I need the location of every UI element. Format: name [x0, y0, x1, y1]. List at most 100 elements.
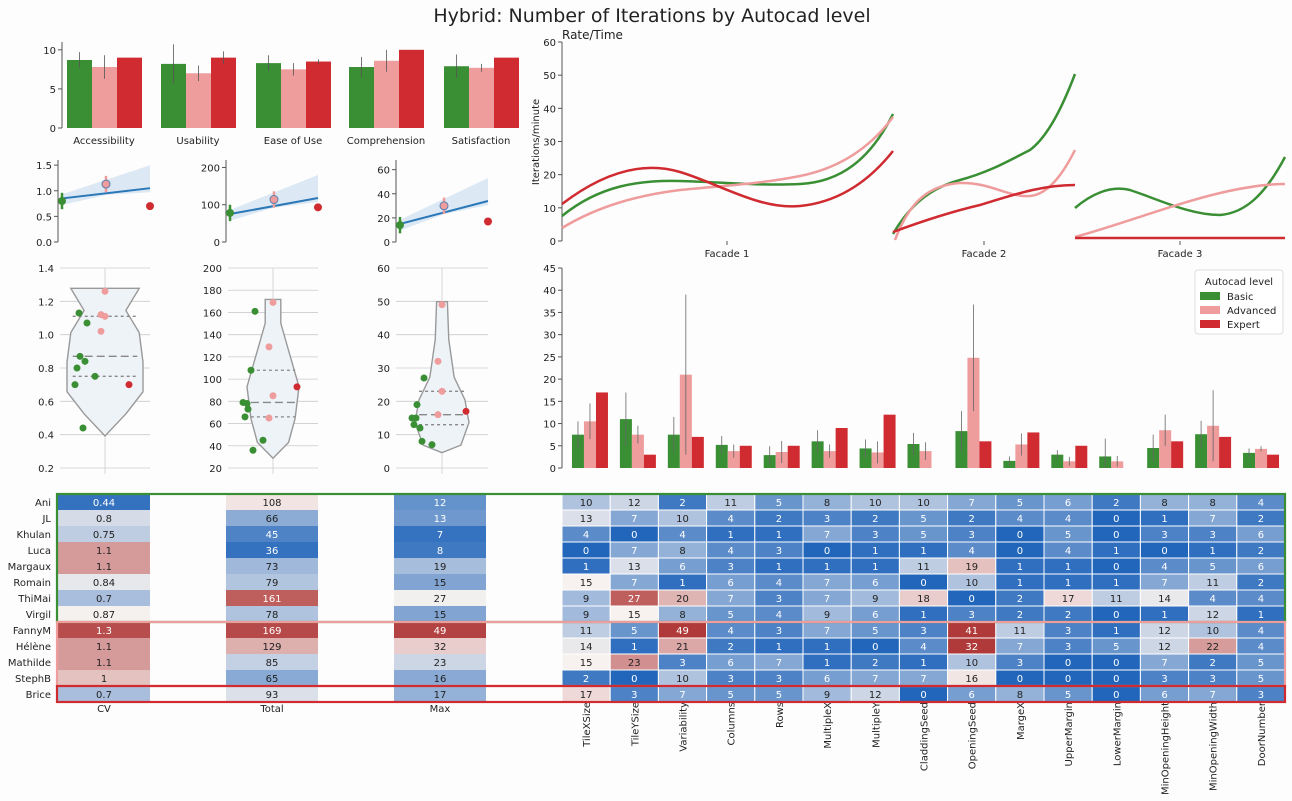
table-cell-value: 0	[1113, 514, 1119, 525]
table-cell-value: 5	[1017, 498, 1023, 509]
param-bar-expert	[1075, 445, 1088, 468]
table-cell-value: 73	[266, 562, 279, 573]
table-cell-value: 3	[1065, 642, 1071, 653]
table-cell-total	[226, 558, 318, 574]
table-cell-value: 2	[583, 674, 589, 685]
table-cell-value: 11	[1110, 594, 1123, 605]
table-cell-cv	[58, 558, 150, 574]
param-y-tick-label: 30	[543, 331, 556, 342]
table-cell-value: 4	[776, 610, 782, 621]
table-cell-value: 6	[1258, 530, 1264, 541]
violin-point-expert	[125, 381, 133, 389]
survey-y-tick-label: 0	[50, 124, 56, 135]
violin-y-tick-label: 10	[377, 431, 390, 442]
table-cell-value: 0	[824, 546, 830, 557]
table-cell-value: 13	[434, 514, 447, 525]
table-cell-value: 3	[728, 674, 734, 685]
table-cell-cv	[58, 526, 150, 542]
table-cell-value: 0.87	[93, 610, 115, 621]
table-cell-value: 6	[969, 690, 975, 701]
survey-category-label: Comprehension	[347, 136, 426, 147]
table-cell-value: 3	[920, 626, 926, 637]
table-cell-value: 11	[724, 498, 737, 509]
table-cell-value: 1	[101, 674, 107, 685]
table-cell-value: 0	[583, 546, 589, 557]
table-cell-value: 7	[1161, 658, 1167, 669]
table-cell-total	[226, 654, 318, 670]
param-y-tick-label: 45	[543, 264, 556, 275]
table-cell-value: 6	[872, 578, 878, 589]
table-row-label: Khulan	[17, 530, 51, 541]
table-column-label: CV	[97, 704, 111, 715]
param-bar-advanced	[727, 451, 740, 468]
violin-point-basic	[76, 352, 84, 360]
table-cell-value: 7	[824, 626, 830, 637]
table-cell-value: 5	[872, 626, 878, 637]
legend-swatch-advanced	[1200, 306, 1220, 314]
table-cell-value: 17	[1062, 594, 1075, 605]
table-cell-value: 0.7	[96, 690, 112, 701]
violin-y-tick-label: 0	[384, 464, 390, 475]
table-cell-value: 2	[1017, 610, 1023, 621]
table-cell-value: 23	[628, 658, 641, 669]
table-cell-value: 78	[266, 610, 279, 621]
table-cell-value: 1.3	[96, 626, 112, 637]
table-cell-value: 6	[824, 674, 830, 685]
table-cell-value: 5	[728, 690, 734, 701]
param-bar-advanced	[583, 421, 596, 468]
table-cell-value: 0	[1065, 658, 1071, 669]
table-cell-value: 13	[628, 562, 641, 573]
table-cell-value: 1	[631, 642, 637, 653]
violin-y-tick-label: 0.8	[38, 364, 54, 375]
table-row-label: Romain	[13, 578, 51, 589]
table-cell-value: 4	[728, 514, 734, 525]
param-bar-advanced	[1159, 430, 1172, 468]
legend-title: Autocad level	[1205, 277, 1273, 288]
table-cell-value: 16	[434, 674, 447, 685]
table-cell-total	[226, 670, 318, 686]
violin-point-basic	[259, 436, 267, 444]
regression-point-basic	[58, 197, 66, 205]
table-cell-max	[394, 654, 486, 670]
table-column-label: TileYSize	[630, 702, 641, 747]
regression-y-tick-label: 100	[201, 201, 220, 212]
heatmap-table: Ani JL Khulan Luca Margaux Romain ThiMai Virgil…	[8, 492, 1287, 795]
table-cell-value: 1.1	[96, 658, 112, 669]
violin-point-basic	[73, 364, 81, 372]
table-cell-value: 5	[776, 498, 782, 509]
survey-y-tick-label: 5	[50, 85, 56, 96]
table-cell-value: 1	[824, 642, 830, 653]
legend-frame	[1194, 269, 1284, 335]
table-cell-value: 2	[1258, 514, 1264, 525]
table-cell-max	[394, 542, 486, 558]
violin-y-tick-label: 100	[203, 375, 222, 386]
table-row-label: Mathilde	[8, 658, 51, 669]
table-column-label: Variability	[679, 702, 690, 752]
param-bar-expert	[1219, 436, 1232, 468]
table-row-label: Hélène	[16, 641, 51, 653]
table-cell-value: 4	[728, 626, 734, 637]
table-cell-value: 6	[1161, 690, 1167, 701]
violin-point-expert	[293, 383, 301, 391]
regression-y-tick-label: 60	[377, 166, 390, 177]
violin-y-tick-label: 140	[203, 331, 222, 342]
table-cell-value: 169	[262, 626, 281, 637]
violin-point-basic	[247, 366, 255, 374]
table-cell-value: 1	[824, 658, 830, 669]
param-bar-basic	[571, 434, 584, 468]
violin-y-tick-label: 30	[377, 364, 390, 375]
table-row-label: Margaux	[8, 562, 52, 573]
table-cell-value: 0	[631, 530, 637, 541]
param-y-tick-label: 0	[550, 464, 556, 475]
table-cell-value: 5	[1258, 658, 1264, 669]
table-cell-value: 2	[1258, 546, 1264, 557]
table-cell-cv	[58, 622, 150, 638]
violin-point-basic	[428, 441, 436, 449]
violin-point-advanced	[434, 357, 442, 365]
line-chart-y-tick-label: 60	[543, 38, 556, 49]
table-cell-cv	[58, 686, 150, 702]
table-cell-value: 15	[434, 610, 447, 621]
table-cell-value: 32	[965, 642, 978, 653]
violin-point-advanced	[101, 312, 109, 320]
table-column-label: Columns	[727, 702, 738, 746]
